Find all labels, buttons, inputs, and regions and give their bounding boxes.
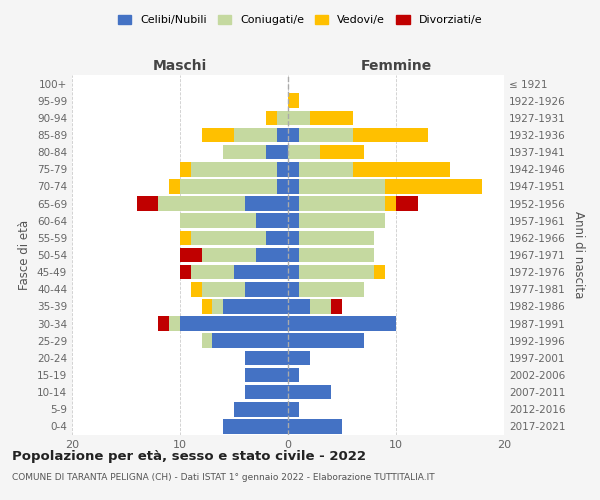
Bar [245,350,288,365]
Bar [202,299,212,314]
Bar [299,214,385,228]
Bar [288,265,299,280]
Bar [180,248,202,262]
Bar [374,265,385,280]
Bar [256,214,288,228]
Bar [180,162,191,176]
Legend: Celibi/Nubili, Coniugati/e, Vedovi/e, Divorziati/e: Celibi/Nubili, Coniugati/e, Vedovi/e, Di… [113,10,487,30]
Bar [299,265,374,280]
Bar [202,128,234,142]
Bar [212,299,223,314]
Bar [277,110,288,125]
Bar [299,282,364,296]
Text: Popolazione per età, sesso e stato civile - 2022: Popolazione per età, sesso e stato civil… [12,450,366,463]
Bar [180,316,288,331]
Bar [191,162,277,176]
Bar [288,350,310,365]
Bar [158,196,245,211]
Bar [223,145,266,160]
Bar [234,265,288,280]
Bar [202,334,212,348]
Text: COMUNE DI TARANTA PELIGNA (CH) - Dati ISTAT 1° gennaio 2022 - Elaborazione TUTTI: COMUNE DI TARANTA PELIGNA (CH) - Dati IS… [12,472,434,482]
Bar [299,230,374,245]
Bar [299,179,385,194]
Bar [299,248,374,262]
Bar [353,162,450,176]
Bar [169,179,180,194]
Bar [310,299,331,314]
Bar [169,316,180,331]
Bar [266,110,277,125]
Bar [288,128,299,142]
Bar [331,299,342,314]
Bar [180,230,191,245]
Bar [310,110,353,125]
Bar [396,196,418,211]
Bar [245,368,288,382]
Bar [137,196,158,211]
Bar [288,316,396,331]
Bar [288,402,299,416]
Bar [288,214,299,228]
Bar [191,282,202,296]
Bar [277,128,288,142]
Bar [288,419,342,434]
Bar [353,128,428,142]
Text: Maschi: Maschi [153,58,207,72]
Bar [288,334,364,348]
Bar [180,179,277,194]
Bar [288,110,310,125]
Bar [202,282,245,296]
Bar [288,162,299,176]
Bar [212,334,288,348]
Bar [299,162,353,176]
Bar [180,265,191,280]
Text: Femmine: Femmine [361,58,431,72]
Bar [288,179,299,194]
Y-axis label: Anni di nascita: Anni di nascita [572,212,585,298]
Bar [245,196,288,211]
Bar [234,128,277,142]
Bar [385,179,482,194]
Bar [234,402,288,416]
Bar [245,282,288,296]
Bar [320,145,364,160]
Bar [180,214,256,228]
Bar [256,248,288,262]
Bar [277,162,288,176]
Bar [245,385,288,400]
Bar [223,299,288,314]
Bar [288,248,299,262]
Bar [191,230,266,245]
Bar [288,282,299,296]
Bar [191,265,234,280]
Bar [266,145,288,160]
Bar [266,230,288,245]
Bar [299,196,385,211]
Bar [288,385,331,400]
Bar [158,316,169,331]
Bar [288,230,299,245]
Bar [385,196,396,211]
Bar [223,419,288,434]
Bar [288,196,299,211]
Bar [288,94,299,108]
Bar [288,145,320,160]
Bar [202,248,256,262]
Bar [299,128,353,142]
Bar [277,179,288,194]
Y-axis label: Fasce di età: Fasce di età [19,220,31,290]
Bar [288,368,299,382]
Bar [288,299,310,314]
